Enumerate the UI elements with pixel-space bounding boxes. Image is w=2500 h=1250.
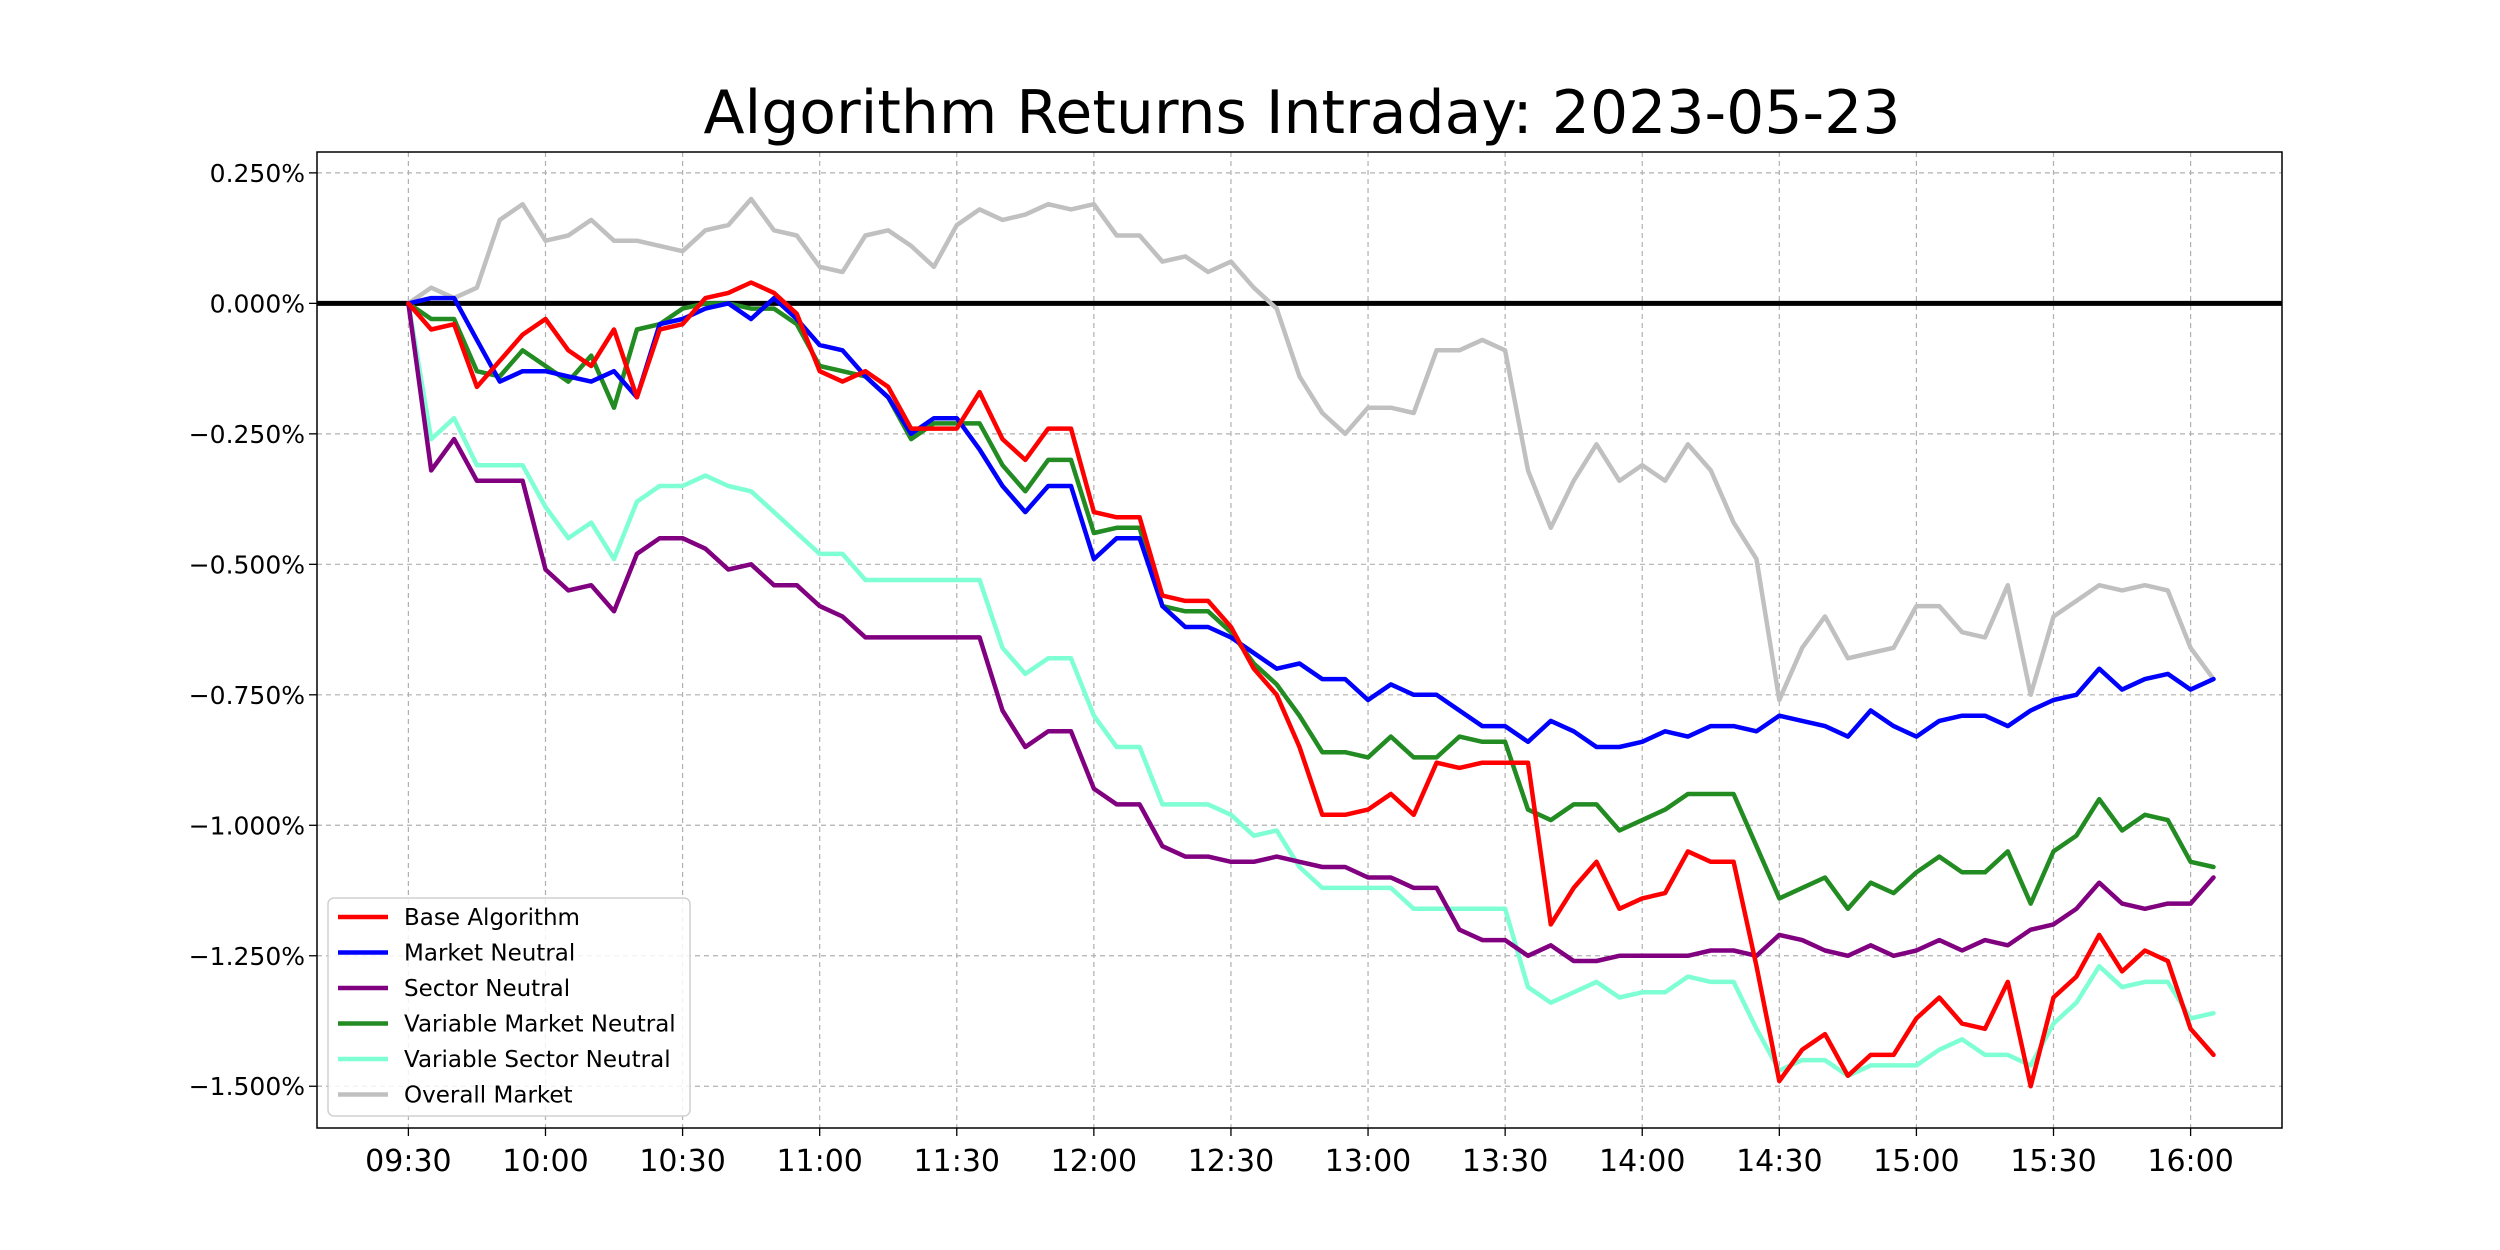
y-tick-label: −1.000% (189, 811, 305, 840)
y-tick-label: 0.250% (210, 159, 305, 188)
y-tick-label: −1.500% (189, 1072, 305, 1101)
legend-label-base-algorithm: Base Algorithm (404, 905, 580, 931)
x-tick-label: 12:30 (1188, 1144, 1274, 1179)
x-tick-label: 11:30 (914, 1144, 1000, 1179)
series-line-overall-market (406, 196, 2216, 703)
legend-label-market-neutral: Market Neutral (404, 941, 575, 967)
x-tick-label: 14:00 (1599, 1144, 1685, 1179)
x-tick-label: 11:00 (776, 1144, 862, 1179)
legend-label-overall-market: Overall Market (404, 1083, 573, 1109)
legend: Base Algorithm Market Neutral Sector Neutr… (327, 897, 691, 1117)
x-tick-label: 15:30 (2010, 1144, 2096, 1179)
x-axis-ticks: 09:30 10:00 10:30 11:00 11:30 12:00 12:30 13:00… (365, 1128, 2234, 1179)
y-tick-label: −0.500% (189, 550, 305, 579)
legend-label-sector-neutral: Sector Neutral (404, 976, 570, 1002)
legend-box (327, 897, 691, 1117)
series-line-sector-neutral (406, 301, 2216, 964)
x-tick-label: 15:00 (1873, 1144, 1959, 1179)
x-tick-label: 14:30 (1736, 1144, 1822, 1179)
y-tick-label: −1.250% (189, 942, 305, 971)
series-line-base-algorithm (406, 280, 2216, 1089)
y-tick-label: −0.250% (189, 420, 305, 449)
y-tick-label: −0.750% (189, 681, 305, 710)
y-axis-ticks: 0.250% 0.000% −0.250% −0.500% −0.750% −1.000%… (189, 159, 317, 1101)
series-lines (406, 196, 2216, 1089)
legend-label-variable-market-neutral: Variable Market Neutral (404, 1012, 676, 1038)
x-tick-label: 10:00 (502, 1144, 588, 1179)
x-tick-label: 12:00 (1051, 1144, 1137, 1179)
series-line-market-neutral (406, 295, 2216, 750)
x-tick-label: 13:30 (1462, 1144, 1548, 1179)
x-tick-label: 10:30 (639, 1144, 725, 1179)
legend-label-variable-sector-neutral: Variable Sector Neutral (404, 1047, 671, 1073)
plot-frame (316, 151, 2283, 1129)
y-tick-label: 0.000% (210, 289, 305, 318)
x-tick-label: 16:00 (2147, 1144, 2233, 1179)
x-tick-label: 09:30 (365, 1144, 451, 1179)
chart-title: Algorithm Returns Intraday: 2023-05-23 (703, 78, 1900, 148)
series-line-variable-sector-neutral (406, 301, 2216, 1079)
series-line-variable-market-neutral (406, 301, 2216, 912)
x-tick-label: 13:00 (1325, 1144, 1411, 1179)
